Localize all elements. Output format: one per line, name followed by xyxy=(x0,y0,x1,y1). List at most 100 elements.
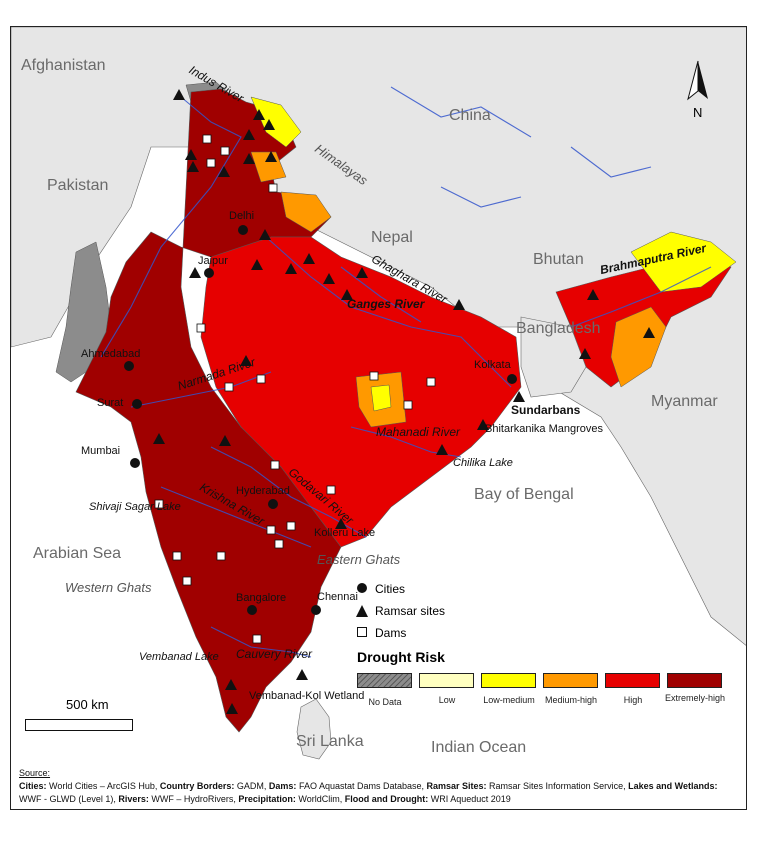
source-flood-text: WRI Aqueduct 2019 xyxy=(428,794,511,804)
source-lakes-text: WWF - GLWD (Level 1), xyxy=(19,794,119,804)
dam-marker xyxy=(196,323,206,333)
ramsar-site-marker xyxy=(453,299,465,310)
uttarakhand-orange xyxy=(280,191,332,233)
legend-label-low: Low xyxy=(438,695,456,705)
ramsar-site-marker xyxy=(579,348,591,359)
dam-marker xyxy=(266,525,276,535)
source-lakes-heading: Lakes and Wetlands: xyxy=(628,781,718,791)
source-text: Source: Cities: World Cities – ArcGIS Hu… xyxy=(19,767,739,806)
city-marker xyxy=(238,225,248,235)
ramsar-site-marker xyxy=(477,419,489,430)
source-heading: Source: xyxy=(19,768,51,778)
legend-swatch-extremely-high xyxy=(667,673,722,688)
legend-drought-title: Drought Risk xyxy=(357,649,445,665)
label-afghanistan: Afghanistan xyxy=(21,57,106,74)
legend-label-low-medium: Low-medium xyxy=(483,695,535,705)
dam-marker xyxy=(274,539,284,549)
legend-label-no-data: No Data xyxy=(368,697,402,707)
label-eastern-ghats: Eastern Ghats xyxy=(317,552,401,567)
source-borders-heading: Country Borders: xyxy=(159,781,235,791)
source-rivers-heading: Rivers: xyxy=(118,794,149,804)
ramsar-site-marker xyxy=(513,391,525,402)
ramsar-site-marker xyxy=(303,253,315,264)
indus-river-line xyxy=(100,96,242,358)
dam-marker xyxy=(172,551,182,561)
kashmir-yellow xyxy=(250,96,302,148)
city-marker xyxy=(124,361,134,371)
legend-dams-label: Dams xyxy=(375,626,407,640)
central-yellow xyxy=(370,384,392,412)
city-marker xyxy=(507,374,517,384)
krishna-river-line xyxy=(160,486,312,548)
label-arabian-sea: Arabian Sea xyxy=(33,545,122,562)
label-bangladesh: Bangladesh xyxy=(516,320,601,337)
city-marker xyxy=(130,458,140,468)
dam-marker xyxy=(182,576,192,586)
source-borders-text: GADM, xyxy=(234,781,269,791)
dam-marker xyxy=(369,371,379,381)
china-rivers xyxy=(390,86,652,208)
source-cities-heading: Cities: xyxy=(19,781,47,791)
north-arrow-icon xyxy=(687,60,708,101)
ramsar-site-marker xyxy=(335,518,347,529)
dam-marker xyxy=(216,551,226,561)
city-marker xyxy=(268,499,278,509)
label-bhitarkanika: Bhitarkanika Mangroves xyxy=(485,423,604,435)
dam-marker xyxy=(403,400,413,410)
city-marker xyxy=(311,605,321,615)
dam-marker xyxy=(224,382,234,392)
ramsar-site-marker xyxy=(185,149,197,160)
label-mahanadi-river: Mahanadi River xyxy=(376,425,461,439)
brahmaputra-river-line xyxy=(570,266,712,328)
ramsar-site-marker xyxy=(240,355,252,366)
source-flood-heading: Flood and Drought: xyxy=(344,794,429,804)
city-marker xyxy=(247,605,257,615)
city-marker xyxy=(132,399,142,409)
source-precip-heading: Precipitation: xyxy=(238,794,296,804)
label-chennai: Chennai xyxy=(317,591,358,603)
scale-label: 500 km xyxy=(66,697,109,712)
ramsar-site-marker xyxy=(226,703,238,714)
ramsar-site-marker xyxy=(187,161,199,172)
label-indian-ocean: Indian Ocean xyxy=(431,739,527,756)
ramsar-site-marker xyxy=(587,289,599,300)
label-bhutan: Bhutan xyxy=(533,251,584,268)
dam-marker xyxy=(326,485,336,495)
label-pakistan: Pakistan xyxy=(47,177,109,194)
label-ganges-river: Ganges River xyxy=(347,297,425,311)
ramsar-site-marker xyxy=(253,109,265,120)
label-china: China xyxy=(449,107,491,124)
ramsar-site-marker xyxy=(285,263,297,274)
label-jaipur: Jaipur xyxy=(198,255,228,267)
scale-bar xyxy=(25,719,133,731)
ramsar-site-marker xyxy=(296,669,308,680)
source-line: Cities: World Cities – ArcGIS Hub, Count… xyxy=(19,780,739,806)
ramsar-site-marker xyxy=(173,89,185,100)
ramsar-site-marker xyxy=(323,273,335,284)
legend-swatch-low xyxy=(419,673,474,688)
dam-marker xyxy=(268,183,278,193)
dam-marker xyxy=(426,377,436,387)
legend-ramsar-label: Ramsar sites xyxy=(375,604,446,618)
legend-swatch-no-data xyxy=(357,673,412,688)
label-sri-lanka: Sri Lanka xyxy=(296,733,364,750)
ramsar-site-marker xyxy=(243,153,255,164)
label-mumbai: Mumbai xyxy=(81,445,121,457)
legend-swatch-high xyxy=(605,673,660,688)
label-vembanad-kol: Vembanad-Kol Wetland xyxy=(249,690,365,702)
ramsar-site-marker xyxy=(341,289,353,300)
label-sundarbans: Sundarbans xyxy=(511,403,581,417)
source-precip-text: WorldClim, xyxy=(295,794,345,804)
dam-marker xyxy=(220,146,230,156)
ramsar-site-marker xyxy=(189,267,201,278)
dam-marker xyxy=(202,134,212,144)
label-western-ghats: Western Ghats xyxy=(65,580,152,595)
neighbouring-land xyxy=(11,27,746,646)
map-frame: Afghanistan China Pakistan Nepal Bhutan … xyxy=(10,26,747,810)
river-lines xyxy=(100,86,712,658)
ramsar-site-marker xyxy=(259,229,271,240)
ghaghara-river-line xyxy=(340,266,422,323)
label-vembanad-lake: Vembanad Lake xyxy=(139,651,219,663)
ramsar-site-marker xyxy=(436,444,448,455)
label-surat: Surat xyxy=(97,397,124,409)
